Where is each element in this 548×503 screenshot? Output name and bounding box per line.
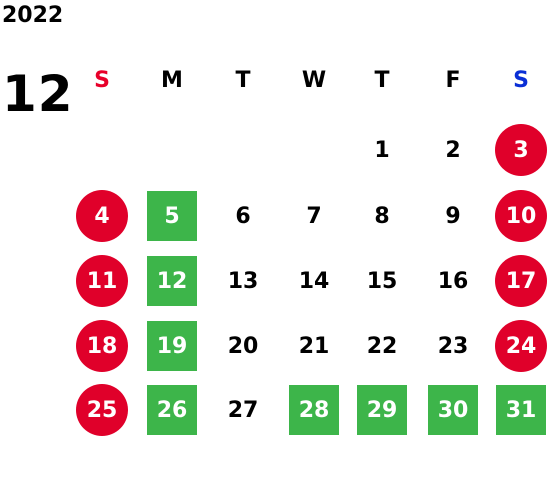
day-cell[interactable]: 17 <box>495 255 547 307</box>
weekday-header: T <box>235 68 251 93</box>
day-cell[interactable]: 11 <box>76 255 128 307</box>
day-cell[interactable]: 6 <box>235 203 251 229</box>
weekday-header: S <box>94 68 110 93</box>
day-cell[interactable]: 1 <box>374 137 390 163</box>
day-cell[interactable]: 21 <box>298 333 330 359</box>
day-cell[interactable]: 9 <box>445 203 461 229</box>
day-cell[interactable]: 5 <box>147 191 197 241</box>
day-cell[interactable]: 29 <box>357 385 407 435</box>
day-cell[interactable]: 26 <box>147 385 197 435</box>
day-cell[interactable]: 13 <box>227 268 259 294</box>
year-label: 2022 <box>2 3 64 28</box>
weekday-header: T <box>374 68 390 93</box>
day-cell[interactable]: 22 <box>366 333 398 359</box>
weekday-header: W <box>301 68 327 93</box>
day-cell[interactable]: 4 <box>76 190 128 242</box>
day-cell[interactable]: 31 <box>496 385 546 435</box>
day-cell[interactable]: 24 <box>495 320 547 372</box>
day-cell[interactable]: 18 <box>76 320 128 372</box>
day-cell[interactable]: 8 <box>374 203 390 229</box>
weekday-header: F <box>445 68 461 93</box>
day-cell[interactable]: 28 <box>289 385 339 435</box>
day-cell[interactable]: 19 <box>147 321 197 371</box>
weekday-header: M <box>161 68 183 93</box>
day-cell[interactable]: 7 <box>306 203 322 229</box>
day-cell[interactable]: 12 <box>147 256 197 306</box>
day-cell[interactable]: 10 <box>495 190 547 242</box>
day-cell[interactable]: 14 <box>298 268 330 294</box>
day-cell[interactable]: 2 <box>445 137 461 163</box>
day-cell[interactable]: 27 <box>227 397 259 423</box>
day-cell[interactable]: 23 <box>437 333 469 359</box>
weekday-header: S <box>513 68 529 93</box>
day-cell[interactable]: 3 <box>495 124 547 176</box>
day-cell[interactable]: 15 <box>366 268 398 294</box>
day-cell[interactable]: 30 <box>428 385 478 435</box>
day-cell[interactable]: 20 <box>227 333 259 359</box>
day-cell[interactable]: 25 <box>76 384 128 436</box>
day-cell[interactable]: 16 <box>437 268 469 294</box>
month-number: 12 <box>2 65 74 123</box>
